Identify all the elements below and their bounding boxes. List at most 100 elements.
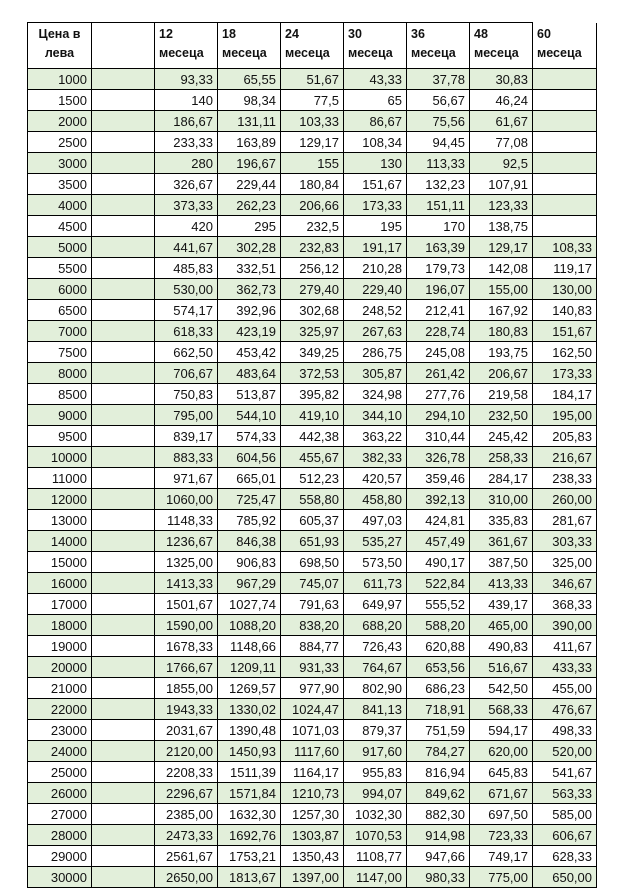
payment-cell: 310,44 xyxy=(406,425,470,447)
payment-cell: 267,63 xyxy=(343,320,407,342)
payment-cell: 465,00 xyxy=(469,614,533,636)
payment-cell: 665,01 xyxy=(217,467,281,489)
payment-cell: 325,97 xyxy=(280,320,344,342)
table-row: 13000 1148,33 785,92 605,37 497,03 424,81 335,… xyxy=(27,509,597,531)
payment-cell: 140 xyxy=(154,89,218,111)
payment-cell: 206,67 xyxy=(469,362,533,384)
payment-cell: 706,67 xyxy=(154,362,218,384)
blank-cell xyxy=(91,635,155,657)
payment-cell: 108,33 xyxy=(532,236,597,258)
payment-cell: 1088,20 xyxy=(217,614,281,636)
payment-cell: 186,67 xyxy=(154,110,218,132)
payment-cell: 77,5 xyxy=(280,89,344,111)
payment-cell: 344,10 xyxy=(343,404,407,426)
payment-cell: 520,00 xyxy=(532,740,597,762)
payment-cell: 77,08 xyxy=(469,131,533,153)
payment-cell: 46,24 xyxy=(469,89,533,111)
table-row: 9000 795,00 544,10 419,10 344,10 294,10 232,50… xyxy=(27,404,597,426)
payment-cell: 649,97 xyxy=(343,593,407,615)
payment-cell: 483,64 xyxy=(217,362,281,384)
payment-cell xyxy=(532,152,597,174)
payment-cell xyxy=(532,110,597,132)
table-row: 14000 1236,67 846,38 651,93 535,27 457,49 361,… xyxy=(27,530,597,552)
payment-cell: 917,60 xyxy=(343,740,407,762)
header-months-4: 36 месеца xyxy=(406,22,470,69)
payment-cell: 476,67 xyxy=(532,698,597,720)
payment-cell: 280 xyxy=(154,152,218,174)
payment-cell: 1943,33 xyxy=(154,698,218,720)
payment-cell: 838,20 xyxy=(280,614,344,636)
payment-cell: 196,07 xyxy=(406,278,470,300)
payment-cell: 1590,00 xyxy=(154,614,218,636)
payment-cell: 107,91 xyxy=(469,173,533,195)
payment-cell: 1632,30 xyxy=(217,803,281,825)
payment-cell: 390,00 xyxy=(532,614,597,636)
header-blank xyxy=(91,22,155,69)
table-row: 1500 140 98,34 77,5 65 56,67 46,24 xyxy=(27,89,597,111)
blank-cell xyxy=(91,698,155,720)
table-row: 4500 420 295 232,5 195 170 138,75 xyxy=(27,215,597,237)
payment-cell: 568,33 xyxy=(469,698,533,720)
blank-cell xyxy=(91,656,155,678)
payment-cell: 94,45 xyxy=(406,131,470,153)
payment-cell: 103,33 xyxy=(280,110,344,132)
payment-cell: 884,77 xyxy=(280,635,344,657)
price-cell: 26000 xyxy=(27,782,92,804)
payment-cell: 1571,84 xyxy=(217,782,281,804)
payment-cell: 841,13 xyxy=(343,698,407,720)
payment-cell: 2473,33 xyxy=(154,824,218,846)
payment-cell: 977,90 xyxy=(280,677,344,699)
price-cell: 29000 xyxy=(27,845,92,867)
payment-cell: 303,33 xyxy=(532,530,597,552)
blank-cell xyxy=(91,131,155,153)
blank-cell xyxy=(91,362,155,384)
header-months-1: 18 месеца xyxy=(217,22,281,69)
table-row: 15000 1325,00 906,83 698,50 573,50 490,17 387,… xyxy=(27,551,597,573)
blank-cell xyxy=(91,677,155,699)
payment-cell: 163,89 xyxy=(217,131,281,153)
payment-cell: 140,83 xyxy=(532,299,597,321)
payment-cell: 142,08 xyxy=(469,257,533,279)
payment-cell: 791,63 xyxy=(280,593,344,615)
payment-cell: 170 xyxy=(406,215,470,237)
payment-cell: 238,33 xyxy=(532,467,597,489)
payment-cell: 513,87 xyxy=(217,383,281,405)
payment-cell: 490,17 xyxy=(406,551,470,573)
payment-cell: 332,51 xyxy=(217,257,281,279)
payment-cell: 1070,53 xyxy=(343,824,407,846)
payment-cell: 286,75 xyxy=(343,341,407,363)
payment-cell: 775,00 xyxy=(469,866,533,888)
blank-cell xyxy=(91,866,155,888)
payment-cell: 232,50 xyxy=(469,404,533,426)
payment-cell: 37,78 xyxy=(406,68,470,90)
payment-cell: 594,17 xyxy=(469,719,533,741)
payment-cell: 457,49 xyxy=(406,530,470,552)
payment-cell: 784,27 xyxy=(406,740,470,762)
blank-cell xyxy=(91,488,155,510)
payment-cell: 574,33 xyxy=(217,425,281,447)
payment-cell: 155 xyxy=(280,152,344,174)
table-row: 9500 839,17 574,33 442,38 363,22 310,44 245,42… xyxy=(27,425,597,447)
payment-cell: 92,5 xyxy=(469,152,533,174)
blank-cell xyxy=(91,740,155,762)
payment-cell: 56,67 xyxy=(406,89,470,111)
header-price: Цена в лева xyxy=(27,22,92,69)
payment-cell: 751,59 xyxy=(406,719,470,741)
blank-cell xyxy=(91,320,155,342)
header-row: Цена в лева 12 месеца 18 месеца 24 месеца 3… xyxy=(27,22,597,69)
payment-cell: 219,58 xyxy=(469,383,533,405)
payment-cell: 195 xyxy=(343,215,407,237)
payment-cell: 387,50 xyxy=(469,551,533,573)
blank-cell xyxy=(91,614,155,636)
payment-cell: 2385,00 xyxy=(154,803,218,825)
header-months-2: 24 месеца xyxy=(280,22,344,69)
payment-cell: 373,33 xyxy=(154,194,218,216)
payment-cell: 302,68 xyxy=(280,299,344,321)
blank-cell xyxy=(91,593,155,615)
payment-cell: 849,62 xyxy=(406,782,470,804)
payment-cell: 455,00 xyxy=(532,677,597,699)
price-cell: 6000 xyxy=(27,278,92,300)
payment-cell: 1692,76 xyxy=(217,824,281,846)
header-months-6: 60 месеца xyxy=(532,22,597,69)
payment-cell xyxy=(532,173,597,195)
